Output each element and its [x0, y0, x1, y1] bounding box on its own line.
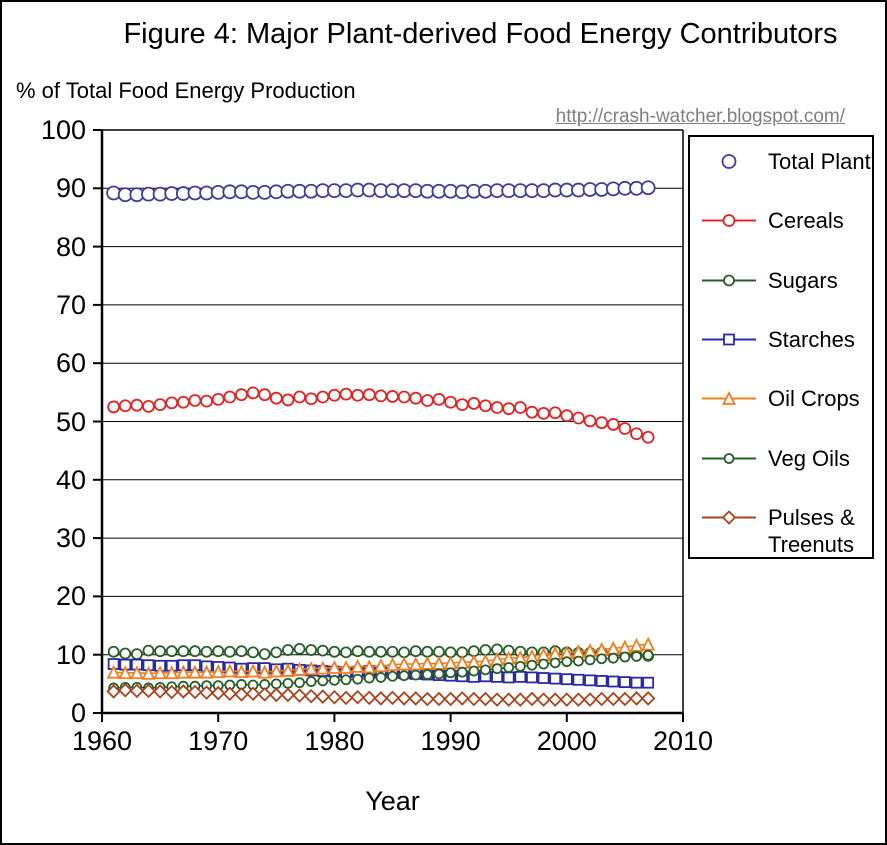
legend-item-oil-crops: Oil Crops [700, 385, 880, 412]
legend-label: Cereals [768, 208, 844, 234]
y-tick-label: 90 [55, 173, 86, 204]
legend-marker-circle-icon [721, 154, 737, 169]
x-tick-label: 1970 [188, 726, 249, 756]
y-tick-label: 70 [55, 289, 86, 320]
legend-marker-circle-icon [702, 452, 756, 464]
y-tick-label: 20 [55, 581, 86, 612]
legend-label: Sugars [768, 267, 838, 293]
y-tick-label: 40 [55, 464, 86, 495]
y-axis-note: % of Total Food Energy Production [16, 78, 356, 103]
legend-item-sugars: Sugars [700, 267, 880, 294]
legend-marker-circle-icon [702, 274, 756, 286]
series-markers-cereals [107, 386, 655, 444]
series-markers-pulses-treenuts [106, 682, 656, 707]
legend-marker-circle-icon [702, 214, 756, 228]
legend-marker-diamond-icon [702, 510, 756, 525]
x-tick-label: 1990 [420, 726, 481, 756]
x-tick-label: 1960 [71, 726, 133, 756]
y-tick-label: 10 [55, 639, 86, 670]
y-tick-label: 80 [55, 231, 86, 262]
y-tick-label: 60 [55, 348, 86, 379]
y-tick-label: 30 [55, 523, 86, 554]
legend-marker-square-icon [702, 333, 756, 346]
legend-item-total-plant: Total Plant [700, 148, 880, 175]
watermark-url: http://crash-watcher.blogspot.com/ [555, 106, 845, 127]
x-tick-label: 1980 [304, 726, 365, 756]
y-tick-label: 50 [55, 406, 86, 437]
legend-box: Total Plant Cereals Sugars Starches Oil Crop… [688, 135, 874, 559]
legend-item-cereals: Cereals [700, 207, 880, 234]
legend-marker-triangle-icon [702, 391, 756, 406]
y-tick-label: 0 [70, 698, 86, 728]
x-tick-label: 2000 [536, 726, 597, 756]
legend-label: Oil Crops [768, 386, 860, 412]
legend-label: Total Plant [768, 149, 871, 174]
x-tick-label: 2010 [652, 726, 714, 756]
legend-item-starches: Starches [700, 326, 880, 353]
legend-item-pulses-treenuts: Pulses & Treenuts [700, 504, 880, 558]
legend-label: Veg Oils [768, 445, 850, 471]
page-title: Figure 4: Major Plant-derived Food Energ… [123, 18, 838, 50]
legend-item-veg-oils: Veg Oils [700, 445, 880, 472]
series-markers-total-plant [106, 180, 656, 203]
y-tick-label: 100 [40, 115, 86, 145]
x-axis-title: Year [365, 786, 420, 816]
legend-label: Starches [768, 326, 855, 352]
legend-label: Pulses & Treenuts [768, 504, 855, 557]
